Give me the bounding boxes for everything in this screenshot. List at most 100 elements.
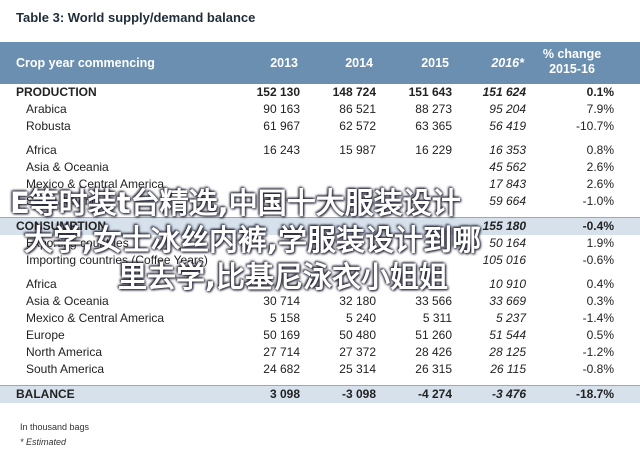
row-label: Europe <box>26 328 65 342</box>
row-label: Arabica <box>26 102 67 116</box>
row-label: Asia & Oceania <box>26 160 109 174</box>
cell-value: 56 419 <box>489 119 526 133</box>
row-label: Mexico & Central America <box>26 311 165 325</box>
header-year-2014: 2014 <box>345 56 373 70</box>
cell-value: 51 544 <box>489 328 526 342</box>
cell-value: 151 624 <box>482 85 526 99</box>
table-row: CONSUMPTION 155 180 -0.4% <box>0 217 640 235</box>
row-label: PRODUCTION <box>16 85 97 99</box>
cell-value: 5 158 <box>269 311 300 325</box>
cell-value: 45 562 <box>489 160 526 174</box>
cell-value: 50 169 <box>263 328 300 342</box>
row-label: CONSUMPTION <box>16 219 106 233</box>
cell-value: 33 669 <box>489 294 526 308</box>
table-row: North America 27 714 27 372 28 426 28 125 -1.… <box>0 344 640 361</box>
row-label: Importing countries (Coffee Years) <box>26 253 208 267</box>
cell-value: 152 130 <box>256 85 300 99</box>
cell-value: 10 910 <box>489 277 526 291</box>
cell-value: 28 125 <box>489 345 526 359</box>
cell-value: 27 714 <box>263 345 300 359</box>
table-row: Arabica 90 163 86 521 88 273 95 204 7.9% <box>0 101 640 118</box>
row-label: Mexico & Central America <box>26 177 165 191</box>
header-change: % change 2015-16 <box>542 47 602 76</box>
cell-value: 16 229 <box>415 143 452 157</box>
row-label: Asia & Oceania <box>26 294 109 308</box>
cell-change: -1.4% <box>582 311 614 325</box>
table-row: Africa 16 243 15 987 16 229 16 353 0.8% <box>0 142 640 159</box>
cell-value: 26 315 <box>415 362 452 376</box>
cell-value: 33 566 <box>415 294 452 308</box>
cell-change: 0.8% <box>586 143 614 157</box>
cell-change: 0.1% <box>586 85 614 99</box>
row-label: Exporting countries <box>26 236 129 250</box>
cell-value: 26 115 <box>490 362 526 376</box>
table-row: South America 24 682 25 314 26 315 26 115 -0.… <box>0 361 640 378</box>
footnote-units: In thousand bags <box>20 422 90 432</box>
cell-change: 0.4% <box>586 277 614 291</box>
table-row: Asia & Oceania 30 714 32 180 33 566 33 669 0.… <box>0 293 640 310</box>
cell-value: 16 353 <box>489 143 526 157</box>
table-row: Robusta 61 967 62 572 63 365 56 419 -10.7% <box>0 118 640 135</box>
header-year-2013: 2013 <box>270 56 298 70</box>
cell-value: 148 724 <box>332 85 376 99</box>
cell-change: -0.6% <box>582 253 614 267</box>
table-row: BALANCE 3 098 -3 098 -4 274 -3 476 -18.7% <box>0 385 640 403</box>
table-title: Table 3: World supply/demand balance <box>16 10 256 25</box>
cell-change: -0.8% <box>582 362 614 376</box>
cell-value: 59 664 <box>489 194 526 208</box>
row-label: Africa <box>26 143 57 157</box>
cell-value: 50 164 <box>489 236 526 250</box>
table-row: Asia & Oceania 45 562 2.6% <box>0 159 640 176</box>
row-label: South America <box>26 194 105 208</box>
cell-value: 62 572 <box>339 119 376 133</box>
cell-value: 51 260 <box>415 328 452 342</box>
cell-value: 88 273 <box>415 102 452 116</box>
row-gap <box>0 378 640 385</box>
cell-value: 155 180 <box>482 219 526 233</box>
cell-change: 2.6% <box>586 160 614 174</box>
cell-value: 95 204 <box>489 102 526 116</box>
cell-value: 86 521 <box>339 102 376 116</box>
table-row: PRODUCTION 152 130 148 724 151 643 151 624 0.… <box>0 84 640 101</box>
footnote-estimated: * Estimated <box>20 437 67 447</box>
cell-value: -3 098 <box>341 387 376 401</box>
table-row: Europe 50 169 50 480 51 260 51 544 0.5% <box>0 327 640 344</box>
row-label: Robusta <box>26 119 71 133</box>
row-gap <box>0 135 640 142</box>
cell-value: 17 843 <box>489 177 526 191</box>
cell-change: -10.7% <box>575 119 614 133</box>
cell-value: 61 967 <box>263 119 300 133</box>
cell-change: 2.6% <box>586 177 614 191</box>
table-row: South America 59 664 -1.0% <box>0 193 640 210</box>
cell-value: 5 311 <box>422 311 452 325</box>
cell-value: 5 240 <box>345 311 376 325</box>
row-label: North America <box>26 345 103 359</box>
header-crop-year: Crop year commencing <box>16 56 155 70</box>
row-label: Africa <box>26 277 57 291</box>
cell-change: -1.0% <box>582 194 614 208</box>
cell-value: 105 016 <box>482 253 526 267</box>
cell-value: 5 237 <box>495 311 526 325</box>
table-row: Mexico & Central America 17 843 2.6% <box>0 176 640 193</box>
row-gap <box>0 269 640 276</box>
row-gap <box>0 210 640 217</box>
header-year-2016: 2016* <box>491 56 524 70</box>
cell-change: -1.2% <box>582 345 614 359</box>
table-row: Importing countries (Coffee Years) 105 01… <box>0 252 640 269</box>
row-label: South America <box>26 362 105 376</box>
header-year-2015: 2015 <box>421 56 449 70</box>
table-row: Exporting countries 50 164 1.9% <box>0 235 640 252</box>
cell-value: 32 180 <box>339 294 376 308</box>
cell-value: -4 274 <box>417 387 452 401</box>
table-row: Mexico & Central America 5 158 5 240 5 311 5… <box>0 310 640 327</box>
cell-value: 90 163 <box>263 102 300 116</box>
cell-change: 7.9% <box>586 102 614 116</box>
cell-change: -18.7% <box>575 387 614 401</box>
supply-demand-table: Crop year commencing 2013 2014 2015 2016… <box>0 42 640 403</box>
cell-value: 30 714 <box>263 294 300 308</box>
cell-value: 50 480 <box>339 328 376 342</box>
cell-value: 15 987 <box>339 143 376 157</box>
table-header: Crop year commencing 2013 2014 2015 2016… <box>0 42 640 84</box>
cell-change: 0.3% <box>586 294 614 308</box>
cell-value: 3 098 <box>269 387 300 401</box>
